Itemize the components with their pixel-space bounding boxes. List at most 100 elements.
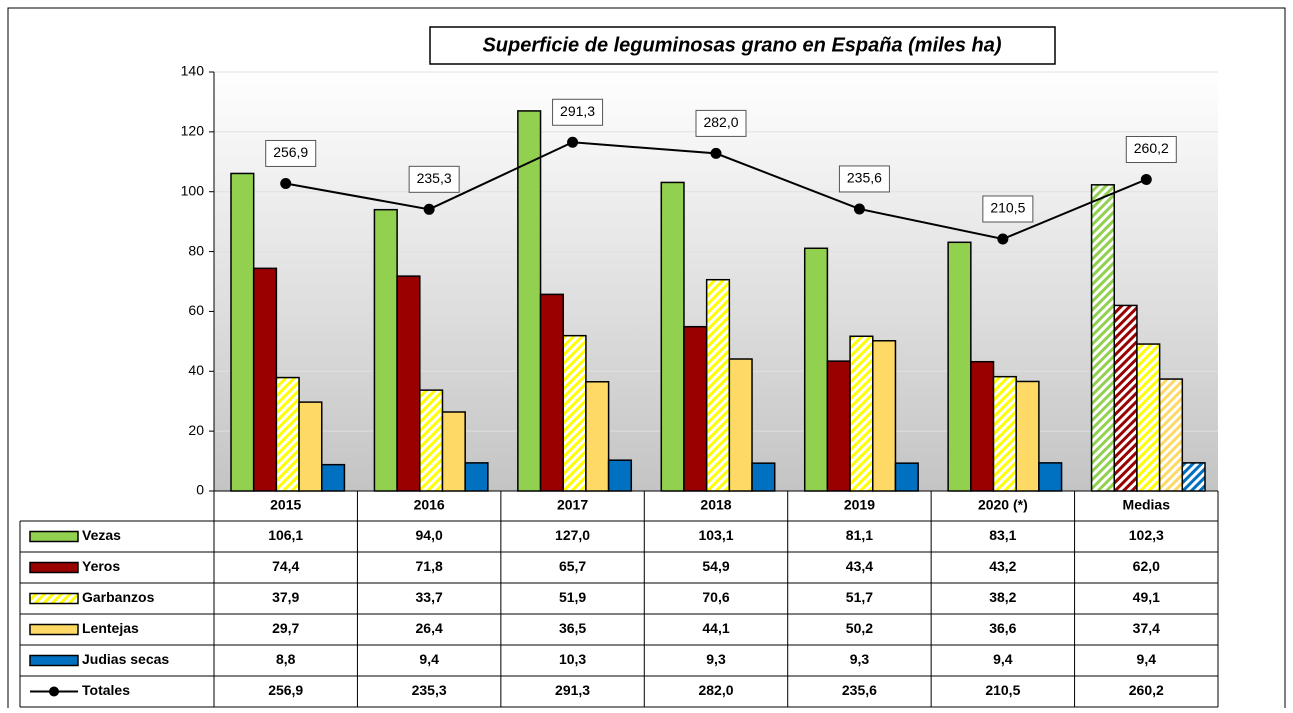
x-tick-label: 2015 <box>270 497 301 513</box>
legend-key <box>29 623 79 636</box>
table-cell: 256,9 <box>268 682 303 698</box>
table-cell: 9,4 <box>993 651 1013 667</box>
y-tick-label: 20 <box>188 422 204 438</box>
table-cell: 38,2 <box>989 589 1016 605</box>
bar <box>298 401 323 492</box>
table-cell: 8,8 <box>276 651 296 667</box>
total-label-box <box>982 195 1034 223</box>
table-cell: 37,9 <box>272 589 299 605</box>
y-tick-label: 40 <box>188 362 204 378</box>
table-cell: 51,9 <box>559 589 586 605</box>
y-tick-label: 80 <box>188 242 204 258</box>
bar <box>607 459 633 492</box>
table-cell: 51,7 <box>846 589 873 605</box>
legend-label: Vezas <box>82 527 121 543</box>
legend-key-dot <box>49 686 59 697</box>
chart-title: Superficie de leguminosas grano en Españ… <box>482 34 1001 56</box>
table-cell: 29,7 <box>272 620 299 636</box>
total-point <box>997 233 1009 245</box>
bar <box>970 360 995 492</box>
table-cell: 9,3 <box>706 651 726 667</box>
title-box <box>429 26 1056 65</box>
table-cell: 127,0 <box>555 527 590 543</box>
bar <box>252 267 278 492</box>
x-tick-label: 2016 <box>414 497 445 513</box>
legend-key <box>29 654 79 667</box>
total-label-box <box>552 98 604 126</box>
total-label-box <box>265 139 317 167</box>
table-cell: 65,7 <box>559 558 586 574</box>
bar <box>683 325 708 492</box>
bar <box>947 241 972 492</box>
y-tick-label: 120 <box>181 123 205 139</box>
total-label: 260,2 <box>1134 140 1169 156</box>
x-tick-label: 2017 <box>557 497 588 513</box>
table-cell: 102,3 <box>1129 527 1164 543</box>
total-label: 256,9 <box>273 144 308 160</box>
bar <box>803 247 829 492</box>
table-cell: 62,0 <box>1133 558 1160 574</box>
bar <box>872 340 897 492</box>
table-cell: 9,3 <box>850 651 870 667</box>
total-point <box>423 203 435 215</box>
table-cell: 36,6 <box>989 620 1016 636</box>
bar <box>1090 184 1116 492</box>
bar <box>705 278 731 492</box>
legend-label: Yeros <box>82 558 120 574</box>
legend-label: Totales <box>82 682 130 698</box>
bar <box>1136 343 1161 492</box>
total-label: 210,5 <box>990 200 1025 216</box>
total-point <box>710 147 722 159</box>
bar <box>826 360 851 492</box>
bar <box>230 172 255 492</box>
bar <box>849 335 874 492</box>
legend-key <box>29 592 79 605</box>
bar <box>373 208 398 492</box>
table-cell: 71,8 <box>416 558 443 574</box>
table-cell: 33,7 <box>416 589 443 605</box>
x-tick-label: 2018 <box>700 497 731 513</box>
y-tick-label: 100 <box>181 182 205 198</box>
total-label-box <box>1125 136 1177 164</box>
legend-label: Lentejas <box>82 620 139 636</box>
bar <box>517 110 542 492</box>
bar <box>562 334 587 492</box>
bar <box>1113 304 1138 492</box>
table-cell: 49,1 <box>1133 589 1160 605</box>
table-cell: 54,9 <box>702 558 729 574</box>
table-cell: 235,6 <box>842 682 877 698</box>
bar <box>419 389 444 492</box>
legend-label: Judias secas <box>82 651 169 667</box>
total-label: 282,0 <box>703 114 738 130</box>
legend-label: Garbanzos <box>82 589 155 605</box>
table-cell: 10,3 <box>559 651 586 667</box>
total-label: 235,6 <box>847 170 882 186</box>
table-cell: 81,1 <box>846 527 873 543</box>
bar <box>539 293 564 492</box>
y-tick-label: 0 <box>196 482 204 498</box>
table-cell: 94,0 <box>416 527 443 543</box>
bar <box>660 181 685 492</box>
table-cell: 44,1 <box>702 620 729 636</box>
table-cell: 50,2 <box>846 620 873 636</box>
bar <box>751 462 776 492</box>
bar <box>275 376 300 492</box>
total-point <box>280 177 292 189</box>
legend-key <box>29 561 79 574</box>
x-tick-label: 2019 <box>844 497 875 513</box>
y-tick-label: 60 <box>188 302 204 318</box>
total-point <box>1140 174 1152 186</box>
bar <box>992 375 1017 492</box>
legend-key <box>29 530 79 543</box>
bar <box>320 463 346 492</box>
total-label: 235,3 <box>417 170 452 186</box>
table-cell: 9,4 <box>1137 651 1157 667</box>
y-tick-label: 140 <box>181 63 205 79</box>
table-cell: 9,4 <box>419 651 439 667</box>
bar <box>441 411 466 492</box>
bar <box>396 275 421 492</box>
table-cell: 282,0 <box>698 682 733 698</box>
table-cell: 26,4 <box>416 620 443 636</box>
bar <box>1181 462 1206 492</box>
